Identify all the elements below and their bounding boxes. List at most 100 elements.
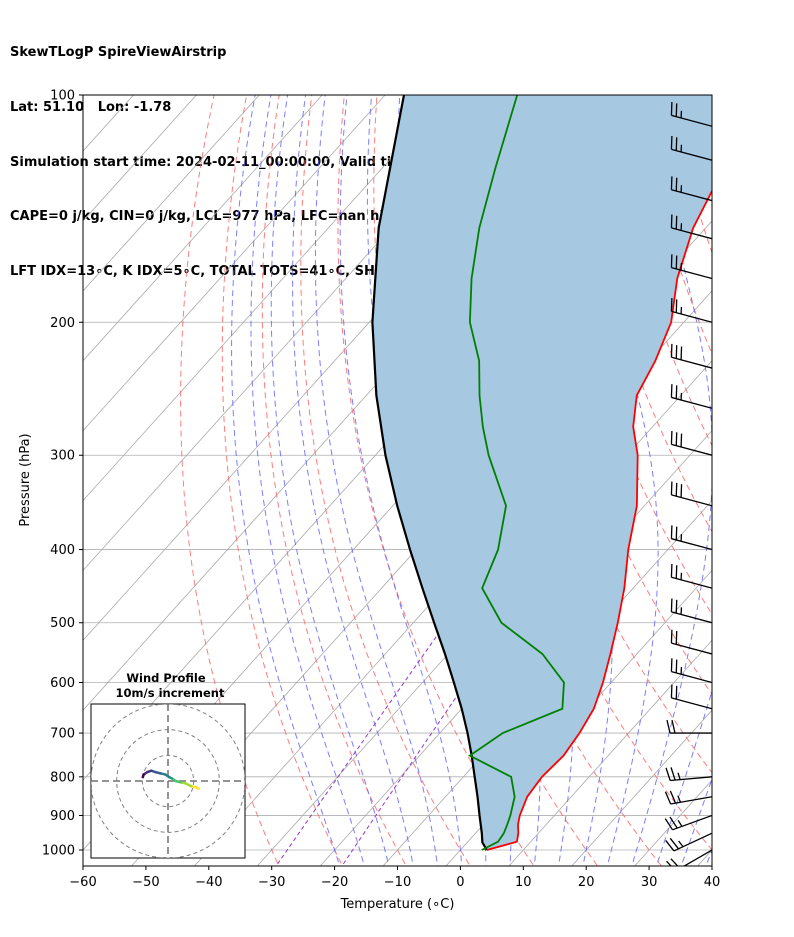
title-line-station: SkewTLogP SpireViewAirstrip xyxy=(10,45,227,61)
moist-adiabat-line xyxy=(231,95,341,866)
parcel-profile-line xyxy=(371,95,488,851)
isotherm-line xyxy=(83,95,260,292)
y-tick-label: 1000 xyxy=(42,844,75,859)
wind-barb-flag xyxy=(664,791,672,805)
dry-adiabat-line xyxy=(300,95,471,866)
moist-adiabat-line xyxy=(339,95,463,866)
wind-barb xyxy=(670,102,712,127)
wind-barb-staff xyxy=(671,189,712,202)
isotherm-line xyxy=(83,95,449,502)
parcel-area-shading xyxy=(372,95,712,850)
y-tick-label: 500 xyxy=(50,616,75,631)
y-tick-label: 600 xyxy=(50,676,75,691)
wind-barb-staff xyxy=(671,697,712,710)
wind-barb-staff xyxy=(671,114,712,127)
wind-barb xyxy=(670,176,712,202)
x-tick-label: −40 xyxy=(195,875,222,890)
wind-barb-staff xyxy=(673,832,712,852)
wind-barb-staff xyxy=(670,776,712,782)
y-tick-label: 700 xyxy=(50,727,75,742)
wind-barb xyxy=(670,431,712,456)
temperature-line xyxy=(486,189,712,851)
wind-barb-staff xyxy=(671,538,712,551)
isotherm-line xyxy=(571,709,712,866)
wind-barb xyxy=(666,719,712,734)
x-tick-label: −60 xyxy=(69,875,96,890)
wind-barb-staff xyxy=(671,356,712,369)
x-tick-label: 30 xyxy=(641,875,658,890)
dry-adiabat-line xyxy=(261,95,407,866)
isotherm-line xyxy=(83,95,197,222)
x-tick-label: 10 xyxy=(515,875,532,890)
wind-barb xyxy=(665,832,712,852)
wind-barb-flag xyxy=(664,818,674,831)
dry-adiabat-line xyxy=(791,60,794,881)
dry-adiabat-line xyxy=(474,95,712,774)
wind-barb-flag xyxy=(666,719,671,734)
x-tick-label: 0 xyxy=(456,875,464,890)
wind-barb-flag xyxy=(669,837,679,850)
isotherm-line xyxy=(83,95,323,362)
moist-adiabat-line xyxy=(705,848,712,866)
y-tick-label: 900 xyxy=(50,809,75,824)
mixing-ratio-line xyxy=(275,622,447,866)
wind-barb-flag xyxy=(665,767,671,781)
wind-barb xyxy=(670,384,712,409)
wind-barb-staff xyxy=(671,266,712,280)
hodograph-title: Wind Profile xyxy=(126,671,206,685)
x-tick-label: −30 xyxy=(258,875,285,890)
wind-barb-staff xyxy=(671,642,712,655)
isotherm-line xyxy=(747,60,794,881)
wind-barb xyxy=(664,790,712,805)
isotherm-line xyxy=(319,430,712,866)
wind-barb-staff xyxy=(671,576,712,589)
x-tick-label: −50 xyxy=(132,875,159,890)
wind-barb xyxy=(665,767,712,782)
dry-adiabat-line xyxy=(180,95,280,866)
x-tick-label: −20 xyxy=(321,875,348,890)
moist-adiabat-line xyxy=(250,95,365,866)
wind-barb xyxy=(670,598,712,624)
wind-barb-flag xyxy=(670,767,676,781)
wind-barb xyxy=(670,254,712,280)
dry-adiabat-line xyxy=(571,95,712,533)
wind-barb-staff xyxy=(671,494,712,507)
hodograph-subtitle: 10m/s increment xyxy=(116,686,225,700)
x-tick-label: 20 xyxy=(578,875,595,890)
dewpoint-line xyxy=(468,95,565,851)
wind-barb xyxy=(670,684,712,710)
wind-barb-half-flag xyxy=(677,795,682,803)
y-tick-label: 800 xyxy=(50,770,75,785)
y-tick-label: 100 xyxy=(50,89,75,104)
x-axis-title: Temperature (∘C) xyxy=(340,897,455,912)
moist-adiabat-line xyxy=(314,95,439,866)
wind-barb-half-flag xyxy=(678,840,684,848)
dry-adiabat-line xyxy=(727,60,794,881)
y-tick-label: 200 xyxy=(50,316,75,331)
wind-barb-flag xyxy=(670,858,679,866)
y-tick-label: 400 xyxy=(50,543,75,558)
wind-barb-flag xyxy=(669,816,678,829)
wind-barb-staff xyxy=(671,148,712,161)
dry-adiabat-line xyxy=(759,60,794,881)
wind-barb xyxy=(664,814,712,831)
x-tick-label: 40 xyxy=(704,875,721,890)
wind-barb-flag xyxy=(671,719,676,734)
wind-barb-staff xyxy=(671,396,712,409)
wind-barb xyxy=(670,343,712,369)
wind-barb xyxy=(670,658,712,684)
wind-barb xyxy=(670,135,712,161)
x-tick-label: −10 xyxy=(384,875,411,890)
wind-barb-staff xyxy=(671,443,712,456)
title-line-location: Lat: 51.10 Lon: -1.78 xyxy=(10,100,172,116)
moist-adiabat-line xyxy=(292,95,414,866)
wind-barb xyxy=(670,214,712,240)
moist-adiabat-line xyxy=(574,95,659,866)
moist-adiabat-line xyxy=(270,95,390,866)
wind-barb-half-flag xyxy=(677,819,683,827)
wind-barb xyxy=(666,849,712,866)
y-axis-title: Pressure (hPa) xyxy=(18,433,33,526)
wind-barb-flag xyxy=(665,840,675,852)
hodograph-segment xyxy=(141,773,145,779)
